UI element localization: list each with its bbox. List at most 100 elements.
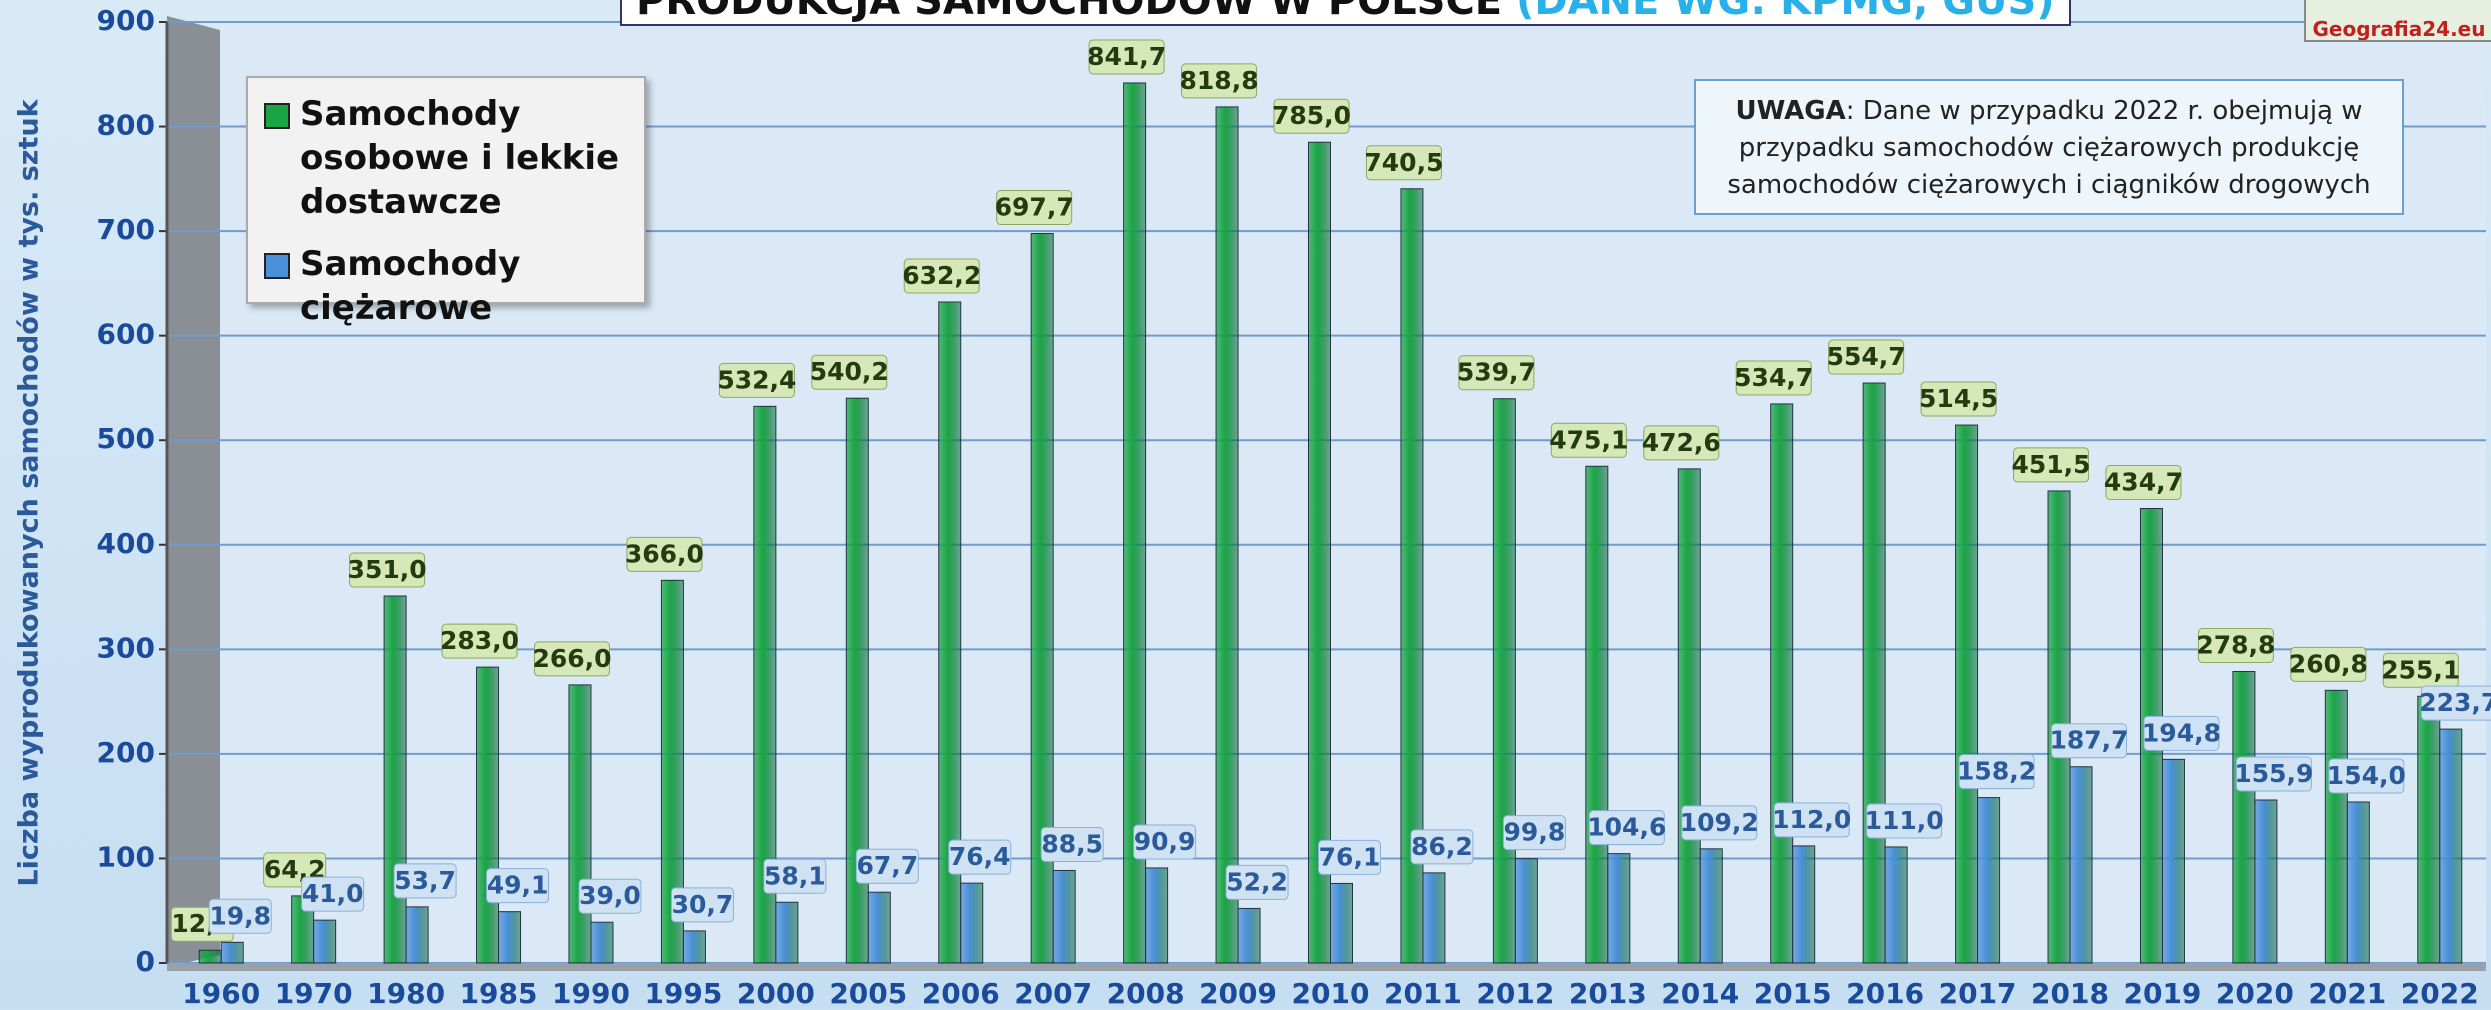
bar — [775, 901, 799, 964]
x-tick-label: 2000 — [737, 977, 815, 1010]
data-label-bg — [1735, 360, 1812, 396]
x-tick-label: 2005 — [829, 977, 907, 1010]
data-label: 90,9 — [1134, 827, 1196, 856]
data-label: 539,7 — [1457, 358, 1536, 387]
y-tick-label: 200 — [97, 736, 155, 769]
x-tick-label: 1960 — [182, 977, 260, 1010]
data-label-bg — [1410, 829, 1474, 865]
bar — [1030, 233, 1054, 964]
y-tick-label: 400 — [97, 527, 155, 560]
data-label-bg — [1040, 826, 1104, 862]
x-tick-label: 1990 — [552, 977, 630, 1010]
data-label: 255,1 — [2381, 655, 2460, 684]
data-label-bg — [1958, 754, 2035, 790]
legend-swatch — [264, 253, 290, 279]
x-tick-label: 2021 — [2308, 977, 2386, 1010]
data-label: 278,8 — [2196, 630, 2275, 659]
data-label-bg — [2143, 715, 2220, 751]
bar — [383, 595, 407, 964]
data-label: 111,0 — [1865, 806, 1944, 835]
bar — [1585, 465, 1609, 964]
data-label-bg — [349, 552, 426, 588]
bar — [498, 911, 522, 964]
bar — [753, 405, 777, 964]
y-tick-label: 500 — [97, 422, 155, 455]
y-tick-label: 300 — [97, 631, 155, 664]
bar — [2161, 758, 2185, 964]
data-label: 76,4 — [949, 842, 1011, 871]
bar — [1770, 403, 1794, 964]
bar — [2324, 689, 2348, 964]
data-label-bg — [2197, 627, 2274, 663]
data-label: 19,8 — [209, 901, 271, 930]
bar — [1955, 424, 1979, 964]
bar — [1215, 106, 1239, 964]
bar — [1052, 869, 1076, 964]
x-tick-label: 2009 — [1199, 977, 1277, 1010]
bar — [1237, 907, 1261, 964]
bar — [660, 579, 684, 964]
bar — [1123, 82, 1147, 964]
data-label-bg — [996, 190, 1073, 226]
data-label-bg — [1458, 355, 1535, 391]
data-label-bg — [1866, 803, 1943, 839]
data-label-bg — [1643, 425, 1720, 461]
data-label: 266,0 — [532, 644, 611, 673]
x-tick-label: 2008 — [1107, 977, 1185, 1010]
y-tick-label: 800 — [97, 109, 155, 142]
data-label-bg — [1318, 839, 1381, 875]
bar — [1330, 882, 1353, 964]
data-label: 39,0 — [579, 881, 641, 910]
legend-label: Samochody osobowe i lekkie dostawcze — [300, 94, 620, 222]
legend-label: Samochody ciężarowe — [300, 244, 521, 328]
note-text: : Dane w przypadku 2022 r. obejmują w pr… — [1727, 96, 2371, 200]
data-label: 112,0 — [1772, 805, 1851, 834]
bar — [590, 921, 614, 964]
data-label: 154,0 — [2327, 761, 2406, 790]
data-label-bg — [486, 868, 550, 904]
data-label: 260,8 — [2289, 649, 2368, 678]
x-tick-label: 2014 — [1661, 977, 1739, 1010]
bar — [845, 397, 869, 964]
chart-subtitle: (DANE WG: KPMG, GUS) — [1516, 0, 2055, 24]
data-label: 532,4 — [717, 365, 796, 394]
data-label-bg — [441, 623, 518, 659]
data-label-bg — [578, 878, 642, 914]
data-label: 540,2 — [810, 357, 889, 386]
data-label-bg — [2328, 758, 2405, 794]
y-axis-title: Liczba wyprodukowanych samochodów w tys.… — [14, 98, 45, 886]
bar — [313, 919, 337, 964]
bar — [1677, 468, 1701, 964]
data-label-bg — [948, 839, 1012, 875]
data-label: 52,2 — [1226, 867, 1288, 896]
data-label: 514,5 — [1919, 384, 1998, 413]
chart-title: PRODUKCJA SAMOCHODÓW W POLSCE — [636, 0, 1503, 24]
data-label-bg — [763, 858, 827, 894]
bar — [1145, 867, 1169, 964]
bar — [938, 301, 962, 964]
legend-item: Samochody osobowe i lekkie dostawcze — [264, 92, 628, 224]
bar — [1977, 797, 2001, 964]
bar — [1422, 872, 1446, 964]
bar — [682, 930, 706, 964]
data-label-bg — [1502, 815, 1566, 851]
data-label: 818,8 — [1180, 66, 1259, 95]
bar — [960, 882, 984, 964]
data-label: 632,2 — [902, 261, 981, 290]
data-label-bg — [670, 887, 734, 923]
bar — [476, 666, 500, 964]
data-label-bg — [2290, 646, 2367, 682]
x-tick-label: 2013 — [1569, 977, 1647, 1010]
x-tick-label: 2006 — [922, 977, 1000, 1010]
x-tick-label: 1995 — [644, 977, 722, 1010]
x-tick-label: 2007 — [1014, 977, 1092, 1010]
bar — [2439, 728, 2463, 964]
data-label-bg — [1088, 39, 1165, 75]
legend-item: Samochody ciężarowe — [264, 242, 628, 330]
data-label: 740,5 — [1364, 148, 1443, 177]
bar — [405, 906, 429, 964]
x-tick-label: 2017 — [1939, 977, 2017, 1010]
data-label: 351,0 — [348, 555, 427, 584]
chart-title-box: PRODUKCJA SAMOCHODÓW W POLSCE (DANE WG: … — [620, 0, 2071, 26]
